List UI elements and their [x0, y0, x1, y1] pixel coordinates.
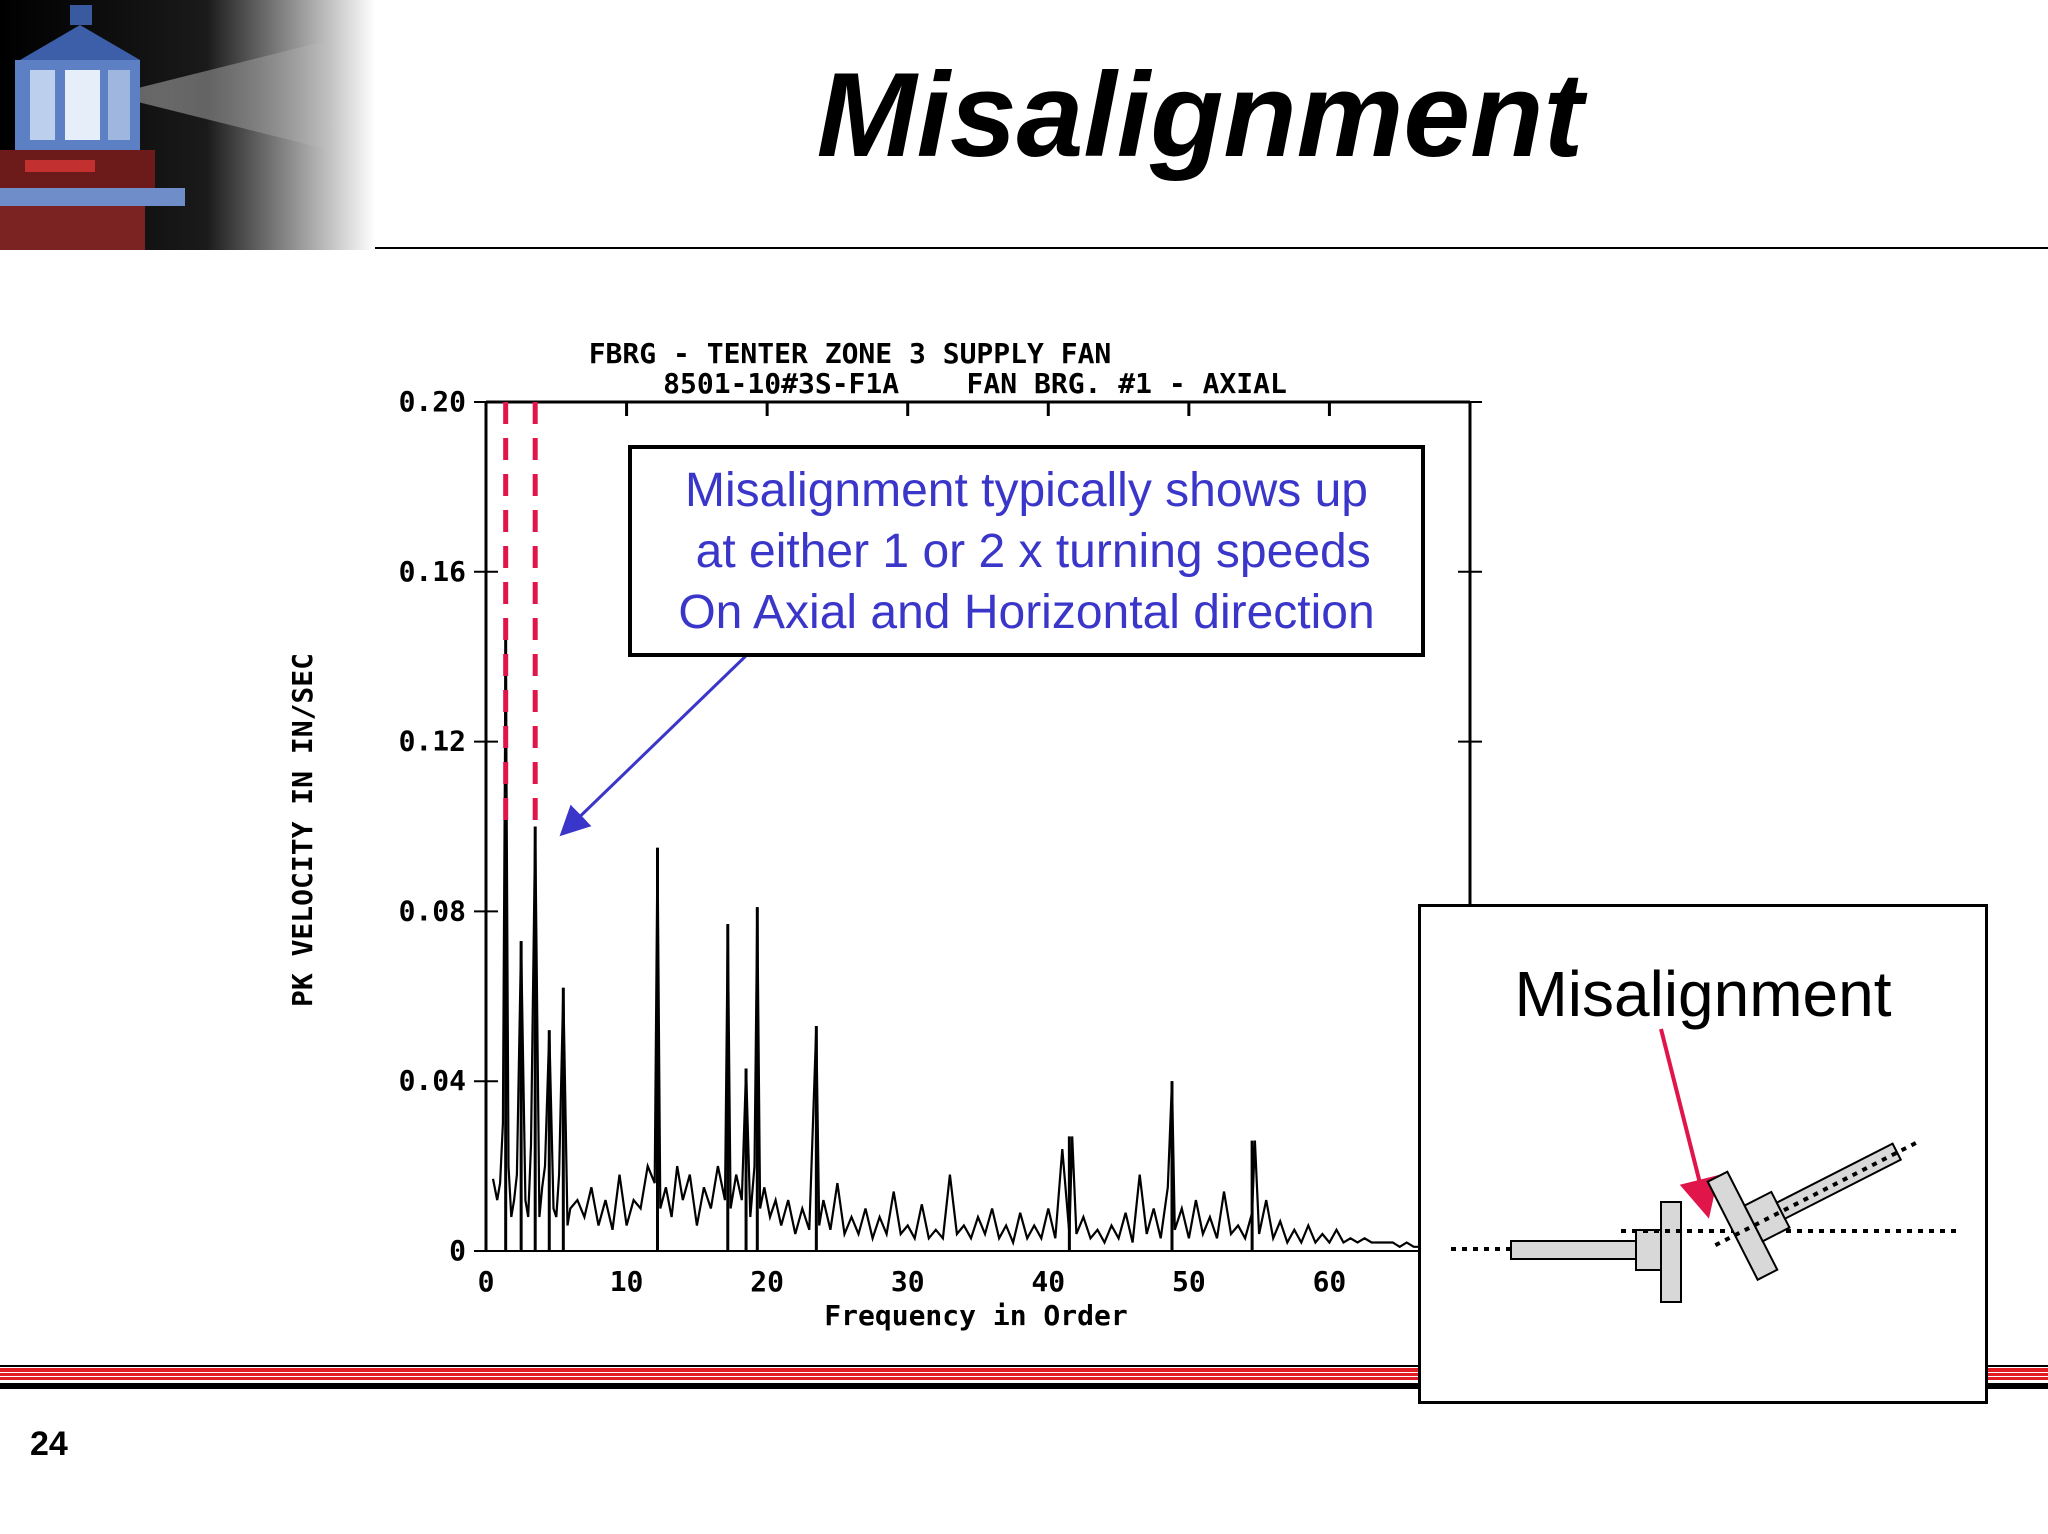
- spectrum-trace: [491, 622, 1429, 1249]
- y-tick-label: 0.12: [399, 725, 466, 758]
- callout-text: Misalignment typically shows up at eithe…: [678, 463, 1375, 639]
- marker-lines: [503, 402, 538, 827]
- misalignment-inset: Misalignment: [1418, 904, 1988, 1404]
- callout-arrow: [559, 648, 754, 837]
- chart-title: FBRG - TENTER ZONE 3 SUPPLY FAN: [589, 337, 1112, 370]
- x-tick-label: 50: [1172, 1265, 1206, 1298]
- header-divider: [375, 247, 2048, 249]
- inset-label: Misalignment: [1514, 958, 1892, 1030]
- x-tick-label: 20: [750, 1265, 784, 1298]
- annotation-callout: Misalignment typically shows up at eithe…: [628, 445, 1425, 657]
- page-number: 24: [30, 1425, 68, 1463]
- chart-subtitle: 8501-10#3S-F1A FAN BRG. #1 - AXIAL: [663, 367, 1287, 400]
- chart-series: [491, 622, 1429, 1251]
- y-tick-label: 0.20: [399, 385, 466, 418]
- slide-title: Misalignment: [816, 48, 1584, 182]
- y-axis-label: PK VELOCITY IN IN/SEC: [286, 653, 319, 1007]
- x-tick-label: 60: [1313, 1265, 1347, 1298]
- left-hub: [1635, 1229, 1665, 1271]
- coupling-diagram: [1451, 1028, 1961, 1303]
- x-tick-label: 10: [610, 1265, 644, 1298]
- lighthouse-logo: [0, 0, 375, 250]
- right-shaft-assembly: [1706, 1138, 1922, 1282]
- y-tick-label: 0.04: [399, 1064, 466, 1097]
- x-tick-label: 30: [891, 1265, 925, 1298]
- y-tick-label: 0: [449, 1234, 466, 1267]
- footer-band: [0, 1365, 2048, 1389]
- chart-ticks: 0 0.04 0.08 0.12 0.16 0.20 0 10 20 30 40 50 60: [399, 385, 1482, 1298]
- left-coupling-flange: [1660, 1201, 1682, 1303]
- right-centerline: [1714, 1138, 1922, 1247]
- right-shaft: [1775, 1142, 1903, 1221]
- y-tick-label: 0.16: [399, 555, 466, 588]
- left-shaft: [1510, 1240, 1642, 1260]
- x-tick-label: 40: [1031, 1265, 1065, 1298]
- y-tick-label: 0.08: [399, 894, 466, 927]
- callout-arrow-line: [559, 648, 754, 837]
- x-tick-label: 0: [478, 1265, 495, 1298]
- inset-arrow: [1659, 1028, 1719, 1219]
- lighthouse-logo-graphic: [0, 0, 375, 250]
- x-axis-label: Frequency in Order: [824, 1299, 1127, 1332]
